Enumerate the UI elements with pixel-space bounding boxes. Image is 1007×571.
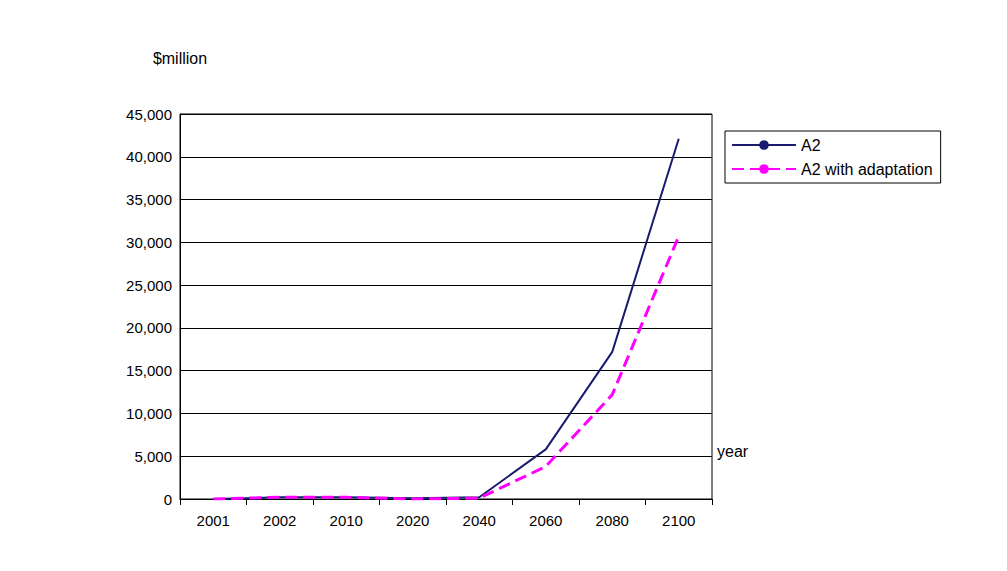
svg-text:25,000: 25,000 [126,277,172,294]
svg-text:5,000: 5,000 [134,448,172,465]
svg-text:2060: 2060 [529,512,562,529]
svg-text:A2 with adaptation: A2 with adaptation [801,161,933,178]
svg-text:0: 0 [164,491,172,508]
svg-text:year: year [717,443,749,460]
svg-text:2020: 2020 [396,512,429,529]
svg-text:2010: 2010 [330,512,363,529]
svg-text:$million: $million [153,50,207,67]
svg-text:2002: 2002 [263,512,296,529]
svg-text:15,000: 15,000 [126,362,172,379]
svg-text:20,000: 20,000 [126,319,172,336]
svg-text:30,000: 30,000 [126,234,172,251]
svg-text:2001: 2001 [197,512,230,529]
svg-text:40,000: 40,000 [126,148,172,165]
svg-text:35,000: 35,000 [126,191,172,208]
svg-text:45,000: 45,000 [126,106,172,123]
svg-text:A2: A2 [801,137,821,154]
svg-text:2080: 2080 [596,512,629,529]
svg-text:2040: 2040 [463,512,496,529]
svg-text:2100: 2100 [662,512,695,529]
svg-text:10,000: 10,000 [126,405,172,422]
